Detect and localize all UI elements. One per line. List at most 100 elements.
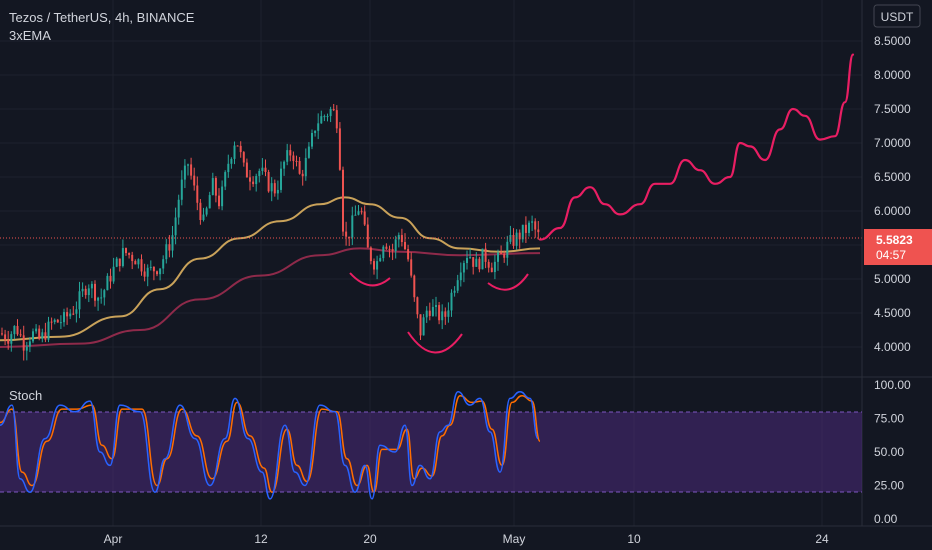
candle-body [106, 275, 109, 291]
candle [407, 244, 410, 262]
candle [41, 328, 44, 343]
candle-body [317, 123, 320, 131]
candle-body [84, 288, 87, 296]
candle [292, 151, 295, 170]
candle-body [280, 168, 282, 190]
stoch-tick-label: 75.00 [874, 412, 904, 426]
candle [453, 286, 456, 297]
candle [239, 141, 242, 158]
candle [307, 142, 310, 159]
candle-body [245, 162, 248, 178]
candle-body [171, 235, 174, 251]
time-axis[interactable]: Apr 12 20 May 10 24 [104, 532, 829, 546]
candle-body [363, 211, 366, 225]
candle-body [100, 297, 103, 299]
candle-body [276, 189, 279, 194]
candle [103, 288, 106, 306]
candle-body [531, 221, 534, 223]
candle [115, 256, 118, 268]
candle-body [416, 297, 419, 315]
candle-body [332, 109, 335, 111]
candle-body [152, 266, 155, 272]
time-tick-label: 12 [254, 532, 268, 546]
currency-badge[interactable] [873, 4, 921, 28]
candle-body [56, 319, 59, 323]
candle [484, 242, 487, 269]
candle [317, 113, 320, 140]
price-tick-label: 6.0000 [874, 204, 911, 218]
candle [230, 157, 233, 169]
candle-body [187, 164, 189, 166]
candle-body [32, 331, 34, 342]
candle [497, 249, 499, 271]
candle-body [338, 128, 341, 170]
candle-body [97, 297, 100, 301]
candle-body [447, 310, 450, 317]
candle-body [1, 333, 3, 335]
candle-body [255, 176, 258, 185]
candle-body [75, 309, 78, 314]
stoch-k-line [0, 390, 539, 500]
candle-body [286, 150, 289, 162]
candle-body [506, 241, 509, 258]
candle-body [335, 110, 338, 129]
candle [373, 258, 375, 275]
candle [490, 262, 493, 273]
symbol-title[interactable]: Tezos / TetherUS, 4h, BINANCE [9, 10, 195, 25]
ema-slow-line [0, 247, 541, 348]
candle-body [385, 246, 388, 249]
candle [506, 235, 509, 266]
candle-body [441, 311, 444, 321]
candle-body [190, 164, 193, 176]
candle [125, 247, 127, 256]
indicator-label[interactable]: 3xEMA [9, 28, 51, 43]
candle-body [149, 266, 152, 268]
current-price-value: 5.5823 [876, 233, 913, 247]
candle [397, 232, 400, 248]
candle-body [512, 235, 515, 246]
candle-body [193, 175, 196, 186]
candle [369, 246, 372, 265]
candle-body [435, 305, 437, 307]
candle [311, 129, 313, 150]
stoch-title[interactable]: Stoch [9, 388, 42, 403]
candle [143, 263, 146, 282]
candle-body [183, 165, 186, 180]
price-tick-label: 8.5000 [874, 34, 911, 48]
candle-body [162, 259, 165, 269]
candle-body [236, 145, 239, 147]
candle [4, 329, 7, 346]
candle-body [329, 109, 332, 117]
candle [320, 110, 323, 124]
candle [500, 245, 503, 255]
candle [435, 296, 437, 317]
candle-body [16, 325, 19, 335]
stoch-tick-label: 0.00 [874, 512, 898, 526]
stoch-lines [0, 390, 541, 500]
candle [59, 315, 62, 329]
candle [25, 341, 28, 361]
candle [32, 328, 34, 344]
drawing-layer[interactable] [349, 53, 855, 354]
candle-body [227, 163, 230, 173]
currency-badge-label: USDT [881, 10, 914, 24]
head-arc [407, 331, 463, 354]
candle-body [462, 263, 465, 273]
candle [227, 154, 230, 178]
candle [394, 235, 397, 259]
candle [128, 252, 131, 259]
candle-body [500, 252, 503, 254]
time-tick-label: 24 [815, 532, 829, 546]
candle-body [221, 186, 224, 207]
candle-body [481, 248, 484, 270]
candle-body [205, 208, 208, 215]
candle-body [35, 328, 38, 332]
candle-body [466, 257, 468, 264]
candle-body [224, 172, 227, 187]
candle-body [103, 290, 106, 298]
left-shoulder-arc [349, 272, 391, 287]
candle [444, 307, 447, 325]
candle [187, 163, 189, 176]
right-shoulder-arc [487, 273, 529, 291]
